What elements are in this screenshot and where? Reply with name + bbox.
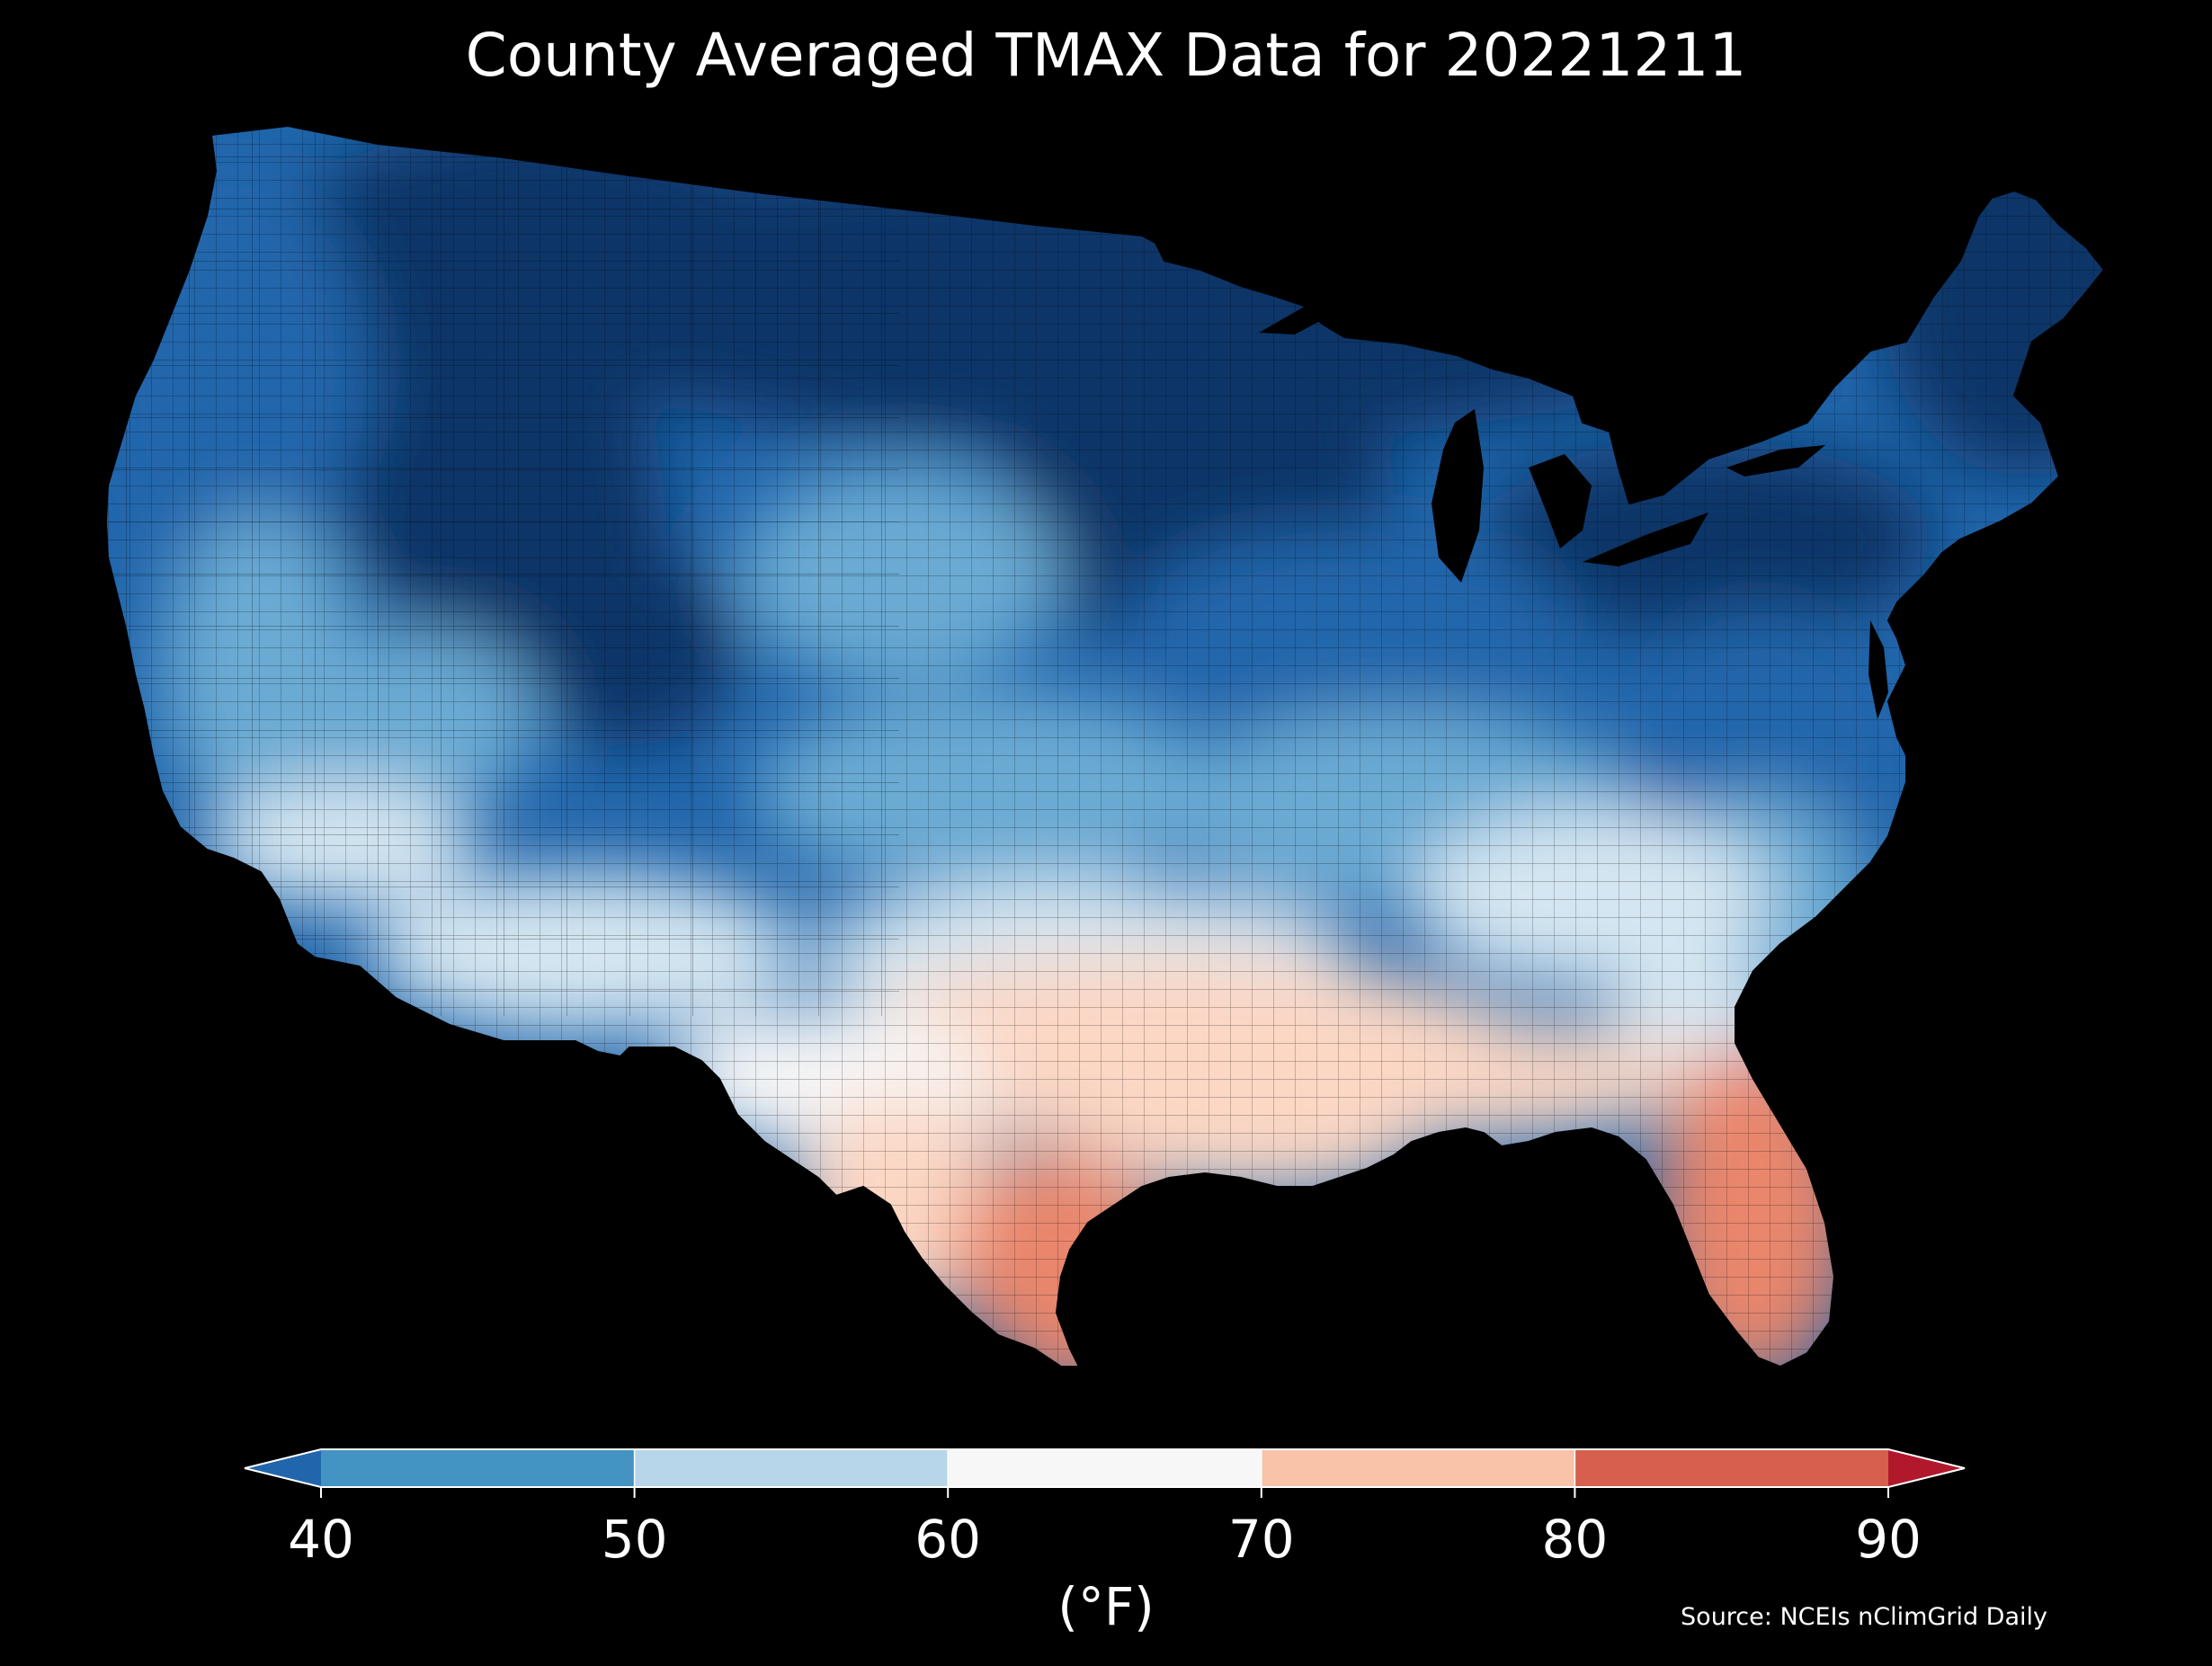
colorbar-bin xyxy=(634,1449,949,1487)
source-note: Source: NCEIs nClimGrid Daily xyxy=(1681,1603,2047,1631)
colorbar-tick-label: 50 xyxy=(601,1509,668,1570)
lake-erie xyxy=(1583,512,1708,566)
colorbar-bin xyxy=(321,1449,635,1487)
colorbar-bin xyxy=(1574,1449,1888,1487)
colorbar-unit-label: (°F) xyxy=(1057,1576,1155,1637)
colorbar-bin xyxy=(1261,1449,1575,1487)
colorbar-tick-label: 80 xyxy=(1541,1509,1609,1570)
colorbar-bin xyxy=(948,1449,1262,1487)
lake-huron xyxy=(1529,454,1592,548)
colorbar-tick-label: 70 xyxy=(1227,1509,1295,1570)
lake-ontario xyxy=(1726,445,1825,477)
colorbar-under-arrow xyxy=(245,1449,321,1487)
chesapeake-bay xyxy=(1869,620,1888,719)
colorbar-tick-label: 40 xyxy=(288,1509,354,1570)
great-lakes xyxy=(1259,270,1888,719)
lake-michigan xyxy=(1432,409,1484,583)
map-title: County Averaged TMAX Data for 20221211 xyxy=(465,21,1747,90)
colorbar-tick-label: 60 xyxy=(914,1509,982,1570)
colorbar-over-arrow xyxy=(1888,1449,1965,1487)
colorbar-tick-label: 90 xyxy=(1855,1509,1922,1570)
lake-superior xyxy=(1259,270,1385,334)
